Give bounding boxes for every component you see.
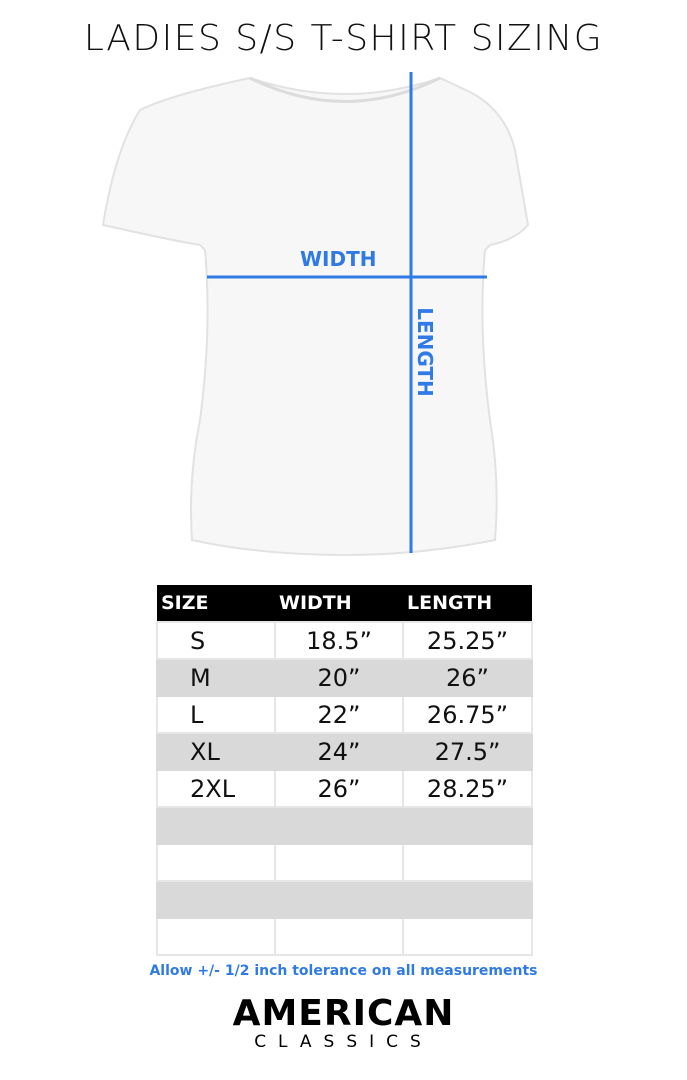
table-row: M 20” 26” [156,658,533,697]
length-label: LENGTH [413,307,437,397]
header-length: LENGTH [403,585,532,622]
size-cell [156,806,276,845]
size-cell [156,843,276,882]
header-width: WIDTH [275,585,403,622]
size-cell: L [156,695,276,734]
table-header-row: SIZE WIDTH LENGTH [157,585,532,622]
length-cell [402,843,533,882]
brand-logo-line2: CLASSICS [254,1032,433,1052]
table-row [156,880,533,919]
tshirt-shape [101,76,530,557]
table-row [156,917,533,956]
width-cell: 22” [274,695,404,734]
length-cell: 26.75” [402,695,533,734]
length-cell: 26” [402,658,533,697]
length-cell: 28.25” [402,769,533,808]
width-cell [274,917,404,956]
brand-logo-line1: AMERICAN [232,993,455,1034]
table-row: L 22” 26.75” [156,695,533,734]
length-cell: 27.5” [402,732,533,771]
tshirt-collar [249,76,441,103]
size-cell: S [156,621,276,660]
width-cell: 26” [274,769,404,808]
width-cell: 24” [274,732,404,771]
table-row: XL 24” 27.5” [156,732,533,771]
width-cell: 18.5” [274,621,404,660]
width-cell [274,880,404,919]
table-row: 2XL 26” 28.25” [156,769,533,808]
page-title: LADIES S/S T-SHIRT SIZING [83,18,604,59]
size-cell: XL [156,732,276,771]
length-cell: 25.25” [402,621,533,660]
header-size: SIZE [157,585,275,622]
tshirt-diagram [101,72,530,557]
length-cell [402,806,533,845]
length-cell [402,917,533,956]
width-cell [274,843,404,882]
size-cell: 2XL [156,769,276,808]
tolerance-note: Allow +/- 1/2 inch tolerance on all meas… [149,963,538,979]
width-cell: 20” [274,658,404,697]
size-cell [156,917,276,956]
size-cell [156,880,276,919]
table-row [156,843,533,882]
length-cell [402,880,533,919]
size-table: SIZE WIDTH LENGTH S 18.5” 25.25” M 20” 26” L 22… [156,585,533,956]
table-row: S 18.5” 25.25” [156,621,533,660]
table-row [156,806,533,845]
width-label: WIDTH [300,247,377,271]
size-cell: M [156,658,276,697]
width-cell [274,806,404,845]
